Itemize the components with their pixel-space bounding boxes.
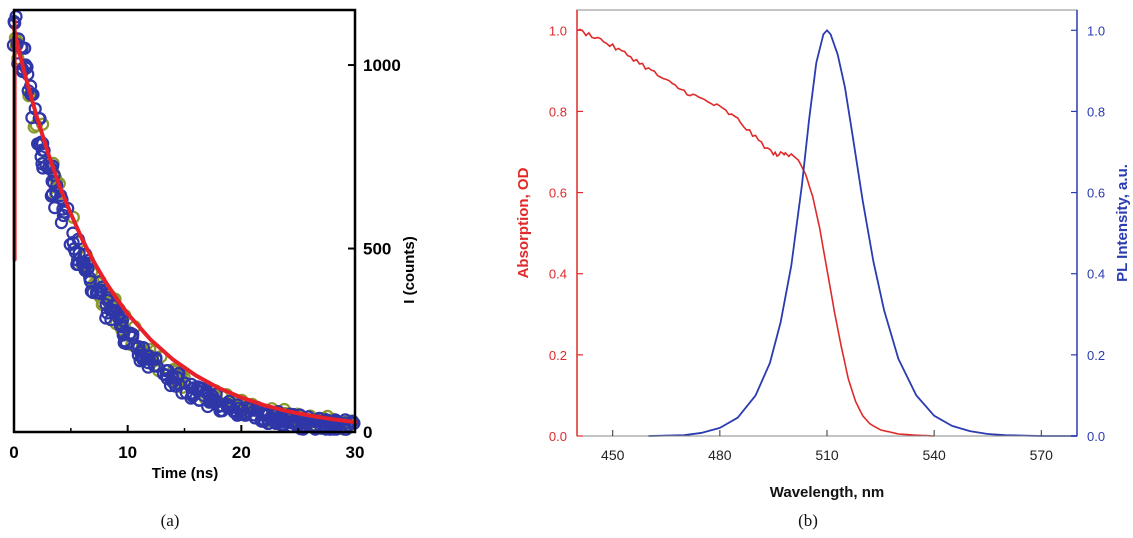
data-point — [83, 274, 98, 288]
panel-a-x-axis-label: Time (ns) — [152, 465, 218, 482]
data-point — [78, 263, 92, 278]
data-point — [223, 401, 237, 415]
x-tick-label: 20 — [232, 443, 251, 462]
data-point — [179, 386, 193, 400]
panel-b-chart: 450 480 510 540 570 0.0 0.0 0.2 0.2 0.4 0.4 0.6 0.6 0… — [515, 9, 1131, 530]
data-point — [289, 417, 303, 431]
y-tick-label: 0 — [363, 423, 372, 442]
x-tick-label: 30 — [346, 443, 365, 462]
data-point — [133, 354, 147, 368]
data-point — [201, 399, 215, 414]
data-point — [192, 393, 206, 407]
panel-b-axes: 450 480 510 540 570 0.0 0.0 0.2 0.2 0.4 0.4 0.6 0.6 0… — [549, 23, 1105, 463]
panel-a-plot-area — [6, 10, 361, 436]
x-tick-label: 10 — [118, 443, 137, 462]
data-point — [72, 246, 86, 260]
panel-b-frame — [576, 9, 1078, 437]
panel-b-left-y-axis-label: Absorption, OD — [515, 167, 532, 278]
right-y-tick-label: 0.8 — [1087, 104, 1105, 119]
data-point — [91, 286, 105, 300]
data-point — [105, 303, 119, 317]
data-point — [171, 367, 185, 381]
pl-curve — [648, 29, 1077, 437]
x-tick-label: 450 — [601, 447, 625, 463]
data-point — [117, 336, 131, 350]
data-point — [93, 283, 108, 297]
data-point — [215, 404, 229, 418]
data-point — [34, 150, 48, 164]
panel-b-right-y-axis-label: PL Intensity, a.u. — [1114, 164, 1131, 282]
data-point — [160, 372, 174, 386]
x-tick-label: 510 — [815, 447, 839, 463]
x-tick-label: 570 — [1030, 447, 1054, 463]
left-y-tick-label: 1.0 — [549, 23, 567, 38]
data-point — [70, 253, 85, 267]
data-point — [117, 326, 131, 340]
right-y-tick-label: 0.2 — [1087, 348, 1105, 363]
absorption-curve — [576, 28, 935, 437]
x-tick-label: 480 — [708, 447, 732, 463]
x-tick-label: 0 — [9, 443, 18, 462]
data-point — [208, 396, 222, 410]
right-y-tick-label: 1.0 — [1087, 23, 1105, 38]
right-y-tick-label: 0.4 — [1087, 267, 1105, 282]
data-point — [196, 382, 210, 396]
panel-b-x-axis-label: Wavelength, nm — [770, 484, 884, 501]
y-tick-label: 500 — [363, 240, 391, 259]
data-point — [337, 422, 352, 436]
x-tick-label: 540 — [922, 447, 946, 463]
y-tick-label: 1000 — [363, 56, 401, 75]
data-point — [243, 402, 258, 416]
left-y-tick-label: 0.6 — [549, 186, 567, 201]
data-point — [101, 291, 115, 305]
right-y-tick-label: 0.6 — [1087, 186, 1105, 201]
panel-b-plot-area — [576, 28, 1077, 437]
panel-a-y-axis-label: I (counts) — [401, 236, 418, 304]
data-point — [54, 216, 69, 230]
left-y-tick-label: 0.8 — [549, 104, 567, 119]
left-y-tick-label: 0.4 — [549, 267, 567, 282]
fit-curve — [12, 26, 357, 425]
left-y-tick-label: 0.2 — [549, 348, 567, 363]
panel-a-caption: (a) — [161, 511, 180, 530]
data-point — [141, 360, 155, 374]
right-y-tick-label: 0.0 — [1087, 429, 1105, 444]
left-y-tick-label: 0.0 — [549, 429, 567, 444]
panel-b-caption: (b) — [798, 511, 818, 530]
data-point — [147, 359, 161, 373]
